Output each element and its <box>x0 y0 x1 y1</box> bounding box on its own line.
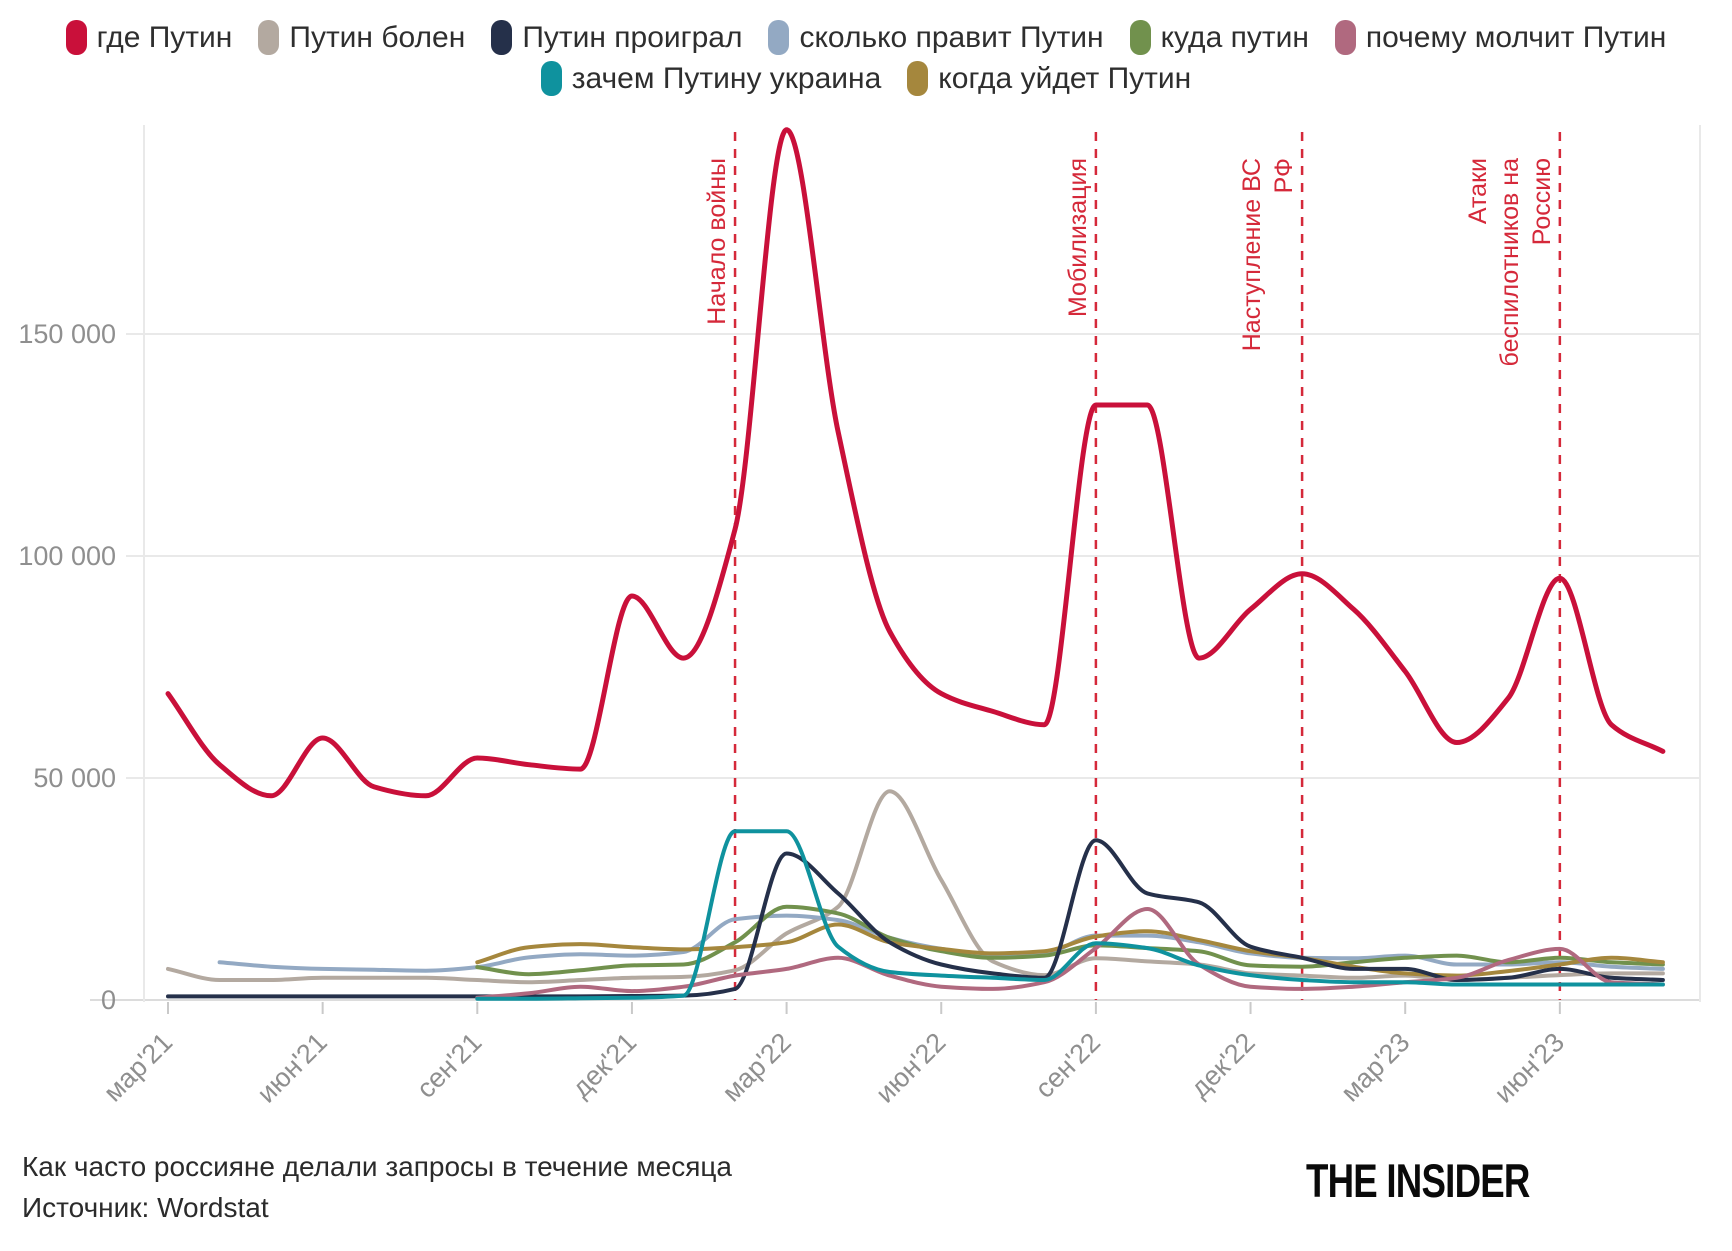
legend-item-kuda-putin: куда путин <box>1129 20 1309 55</box>
x-axis-label: дек'22 <box>1185 1027 1261 1103</box>
series-line-kuda-putin <box>475 904 1665 977</box>
legend-swatch-icon <box>65 20 87 55</box>
x-axis-label: мар'22 <box>716 1027 796 1107</box>
y-axis-label: 50 000 <box>33 763 116 793</box>
event-annotation: Россию <box>1528 158 1556 245</box>
legend-label: где Путин <box>96 20 233 54</box>
chart-title: Как часто россияне делали запросы в тече… <box>22 1151 732 1182</box>
x-axis-label: мар'21 <box>98 1027 178 1107</box>
legend-label: сколько правит Путин <box>799 20 1104 54</box>
legend-label: зачем Путину украина <box>571 61 882 95</box>
event-annotation: Атаки <box>1464 158 1492 224</box>
legend-item-pochemu-molchit-putin: почему молчит Путин <box>1334 20 1667 55</box>
series-line-putin-bolen <box>166 789 1665 985</box>
legend-item-zachem-putinu-ukraina: зачем Путину украина <box>540 61 882 96</box>
legend-swatch-icon <box>258 20 280 55</box>
legend-swatch-icon <box>1129 20 1151 55</box>
legend-label: Путин проиграл <box>522 20 743 54</box>
event-annotation: Наступление ВС <box>1238 158 1266 351</box>
legend-label: куда путин <box>1160 20 1309 54</box>
y-axis-label: 150 000 <box>18 319 116 349</box>
series-line-zachem-putinu-ukraina <box>475 829 1665 1001</box>
line-chart: 0 50 000 100 000 150 000 мар'21 июн'21 сен'21 д… <box>18 125 1701 1109</box>
x-axis-label: июн'22 <box>870 1027 952 1109</box>
legend-swatch-icon <box>907 61 929 96</box>
legend-item-skolko-pravit-putin: сколько правит Путин <box>768 20 1104 55</box>
legend-swatch-icon <box>1334 20 1356 55</box>
legend-item-gde-putin: где Путин <box>65 20 233 55</box>
legend-swatch-icon <box>491 20 513 55</box>
y-axis-label: 0 <box>101 985 116 1015</box>
chart-source: Источник: Wordstat <box>22 1192 269 1223</box>
y-axis-label: 100 000 <box>18 541 116 571</box>
legend-item-putin-proigral: Путин проиграл <box>491 20 742 55</box>
legend-swatch-icon <box>768 20 790 55</box>
x-axis-label: дек'21 <box>566 1027 642 1103</box>
legend-label: почему молчит Путин <box>1365 20 1667 54</box>
legend-row-2: зачем Путину украина когда уйдет Путин <box>540 61 1191 96</box>
x-axis-label: сен'22 <box>1029 1027 1106 1104</box>
legend-label: когда уйдет Путин <box>938 61 1192 95</box>
event-annotation: Начало войны <box>703 158 731 325</box>
x-axis-label: июн'23 <box>1488 1027 1570 1109</box>
chart-legend: где Путин Путин болен Путин проиграл ско… <box>0 20 1732 96</box>
legend-item-putin-bolen: Путин болен <box>258 20 465 55</box>
the-insider-logo: THE INSIDER <box>1306 1154 1530 1207</box>
x-axis-label: июн'21 <box>251 1027 333 1109</box>
series-line-putin-proigral <box>166 838 1665 999</box>
event-annotation: беспилотников на <box>1496 158 1524 367</box>
legend-label: Путин болен <box>289 20 466 54</box>
legend-item-kogda-uydet-putin: когда уйдет Путин <box>907 61 1191 96</box>
series-line-pochemu-molchit-putin <box>475 907 1665 1000</box>
chart-caption: Как часто россияне делали запросы в тече… <box>22 1146 732 1228</box>
event-annotation: Мобилизация <box>1064 158 1092 317</box>
event-annotation: РФ <box>1270 158 1298 193</box>
x-axis-label: мар'23 <box>1335 1027 1415 1107</box>
legend-row-1: где Путин Путин болен Путин проиграл ско… <box>65 20 1667 55</box>
legend-swatch-icon <box>540 61 562 96</box>
series-line-gde-putin <box>165 127 1666 799</box>
x-axis-label: сен'21 <box>411 1027 488 1104</box>
